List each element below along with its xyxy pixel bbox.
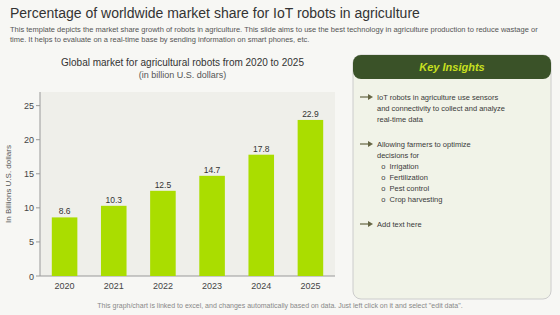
footer: This graph/chart is linked to excel, and… — [0, 302, 560, 309]
panel-header — [353, 55, 551, 79]
bullet-arrow-head — [368, 221, 373, 227]
bullet-arrow-head — [368, 94, 373, 100]
bullet-text: Add text here — [377, 220, 422, 229]
data-label: 14.7 — [204, 165, 221, 175]
key-insights-panel: Key Insights IoT robots in agriculture us… — [352, 54, 552, 300]
bar — [199, 176, 225, 276]
y-tick-label: 20 — [24, 135, 34, 145]
bullet-text: decisions for — [377, 151, 420, 160]
bar — [52, 217, 78, 276]
bar — [298, 120, 324, 276]
bullet-text: o Crop harvesting — [377, 195, 442, 204]
bullet-text: and connectivity to collect and analyze — [377, 104, 505, 113]
x-tick-label: 2020 — [55, 281, 75, 291]
y-tick-label: 25 — [24, 101, 34, 111]
chart: Global market for agricultural robots fr… — [0, 54, 345, 300]
bar — [101, 206, 127, 276]
x-axis — [40, 276, 335, 277]
bullet-text: Allowing farmers to optimize — [377, 140, 471, 149]
y-tick-label: 15 — [24, 169, 34, 179]
bullet-text: o Irrigation — [377, 162, 419, 171]
data-label: 10.3 — [105, 195, 122, 205]
data-label: 17.8 — [253, 144, 270, 154]
y-tick — [36, 105, 40, 106]
bar — [248, 155, 274, 276]
panel-background — [353, 55, 551, 299]
y-tick — [36, 276, 40, 277]
bullet-arrow-head — [368, 141, 373, 147]
y-tick — [36, 139, 40, 140]
x-tick-label: 2021 — [104, 281, 124, 291]
plot-background — [40, 92, 335, 276]
y-tick-label: 10 — [24, 203, 34, 213]
bullet-text: o Fertilization — [377, 173, 428, 182]
y-tick-label: 5 — [29, 237, 34, 247]
bullet-text: real-time data — [377, 115, 424, 124]
y-tick — [36, 173, 40, 174]
page: Percentage of worldwide market share for… — [0, 0, 560, 315]
x-tick-label: 2024 — [251, 281, 271, 291]
y-axis — [40, 92, 41, 276]
bar — [150, 191, 176, 276]
y-axis-label: In Billions U.S. dollars — [4, 145, 13, 223]
chart-title: Global market for agricultural robots fr… — [61, 57, 304, 68]
y-tick-label: 0 — [29, 272, 34, 282]
data-label: 12.5 — [155, 180, 172, 190]
data-label: 8.6 — [59, 206, 71, 216]
page-subtitle: This template depicts the market share g… — [10, 25, 550, 45]
x-tick-label: 2022 — [153, 281, 173, 291]
y-tick — [36, 241, 40, 242]
panel-heading: Key Insights — [419, 61, 484, 73]
bullet-text: IoT robots in agriculture use sensors — [377, 93, 498, 102]
x-tick-label: 2023 — [202, 281, 222, 291]
page-title: Percentage of worldwide market share for… — [10, 5, 555, 21]
data-label: 22.9 — [302, 109, 319, 119]
chart-subtitle: (in billion U.S. dollars) — [139, 70, 227, 80]
y-tick — [36, 207, 40, 208]
bullet-text: o Pest control — [377, 184, 429, 193]
bars — [52, 120, 323, 276]
x-tick-label: 2025 — [300, 281, 320, 291]
